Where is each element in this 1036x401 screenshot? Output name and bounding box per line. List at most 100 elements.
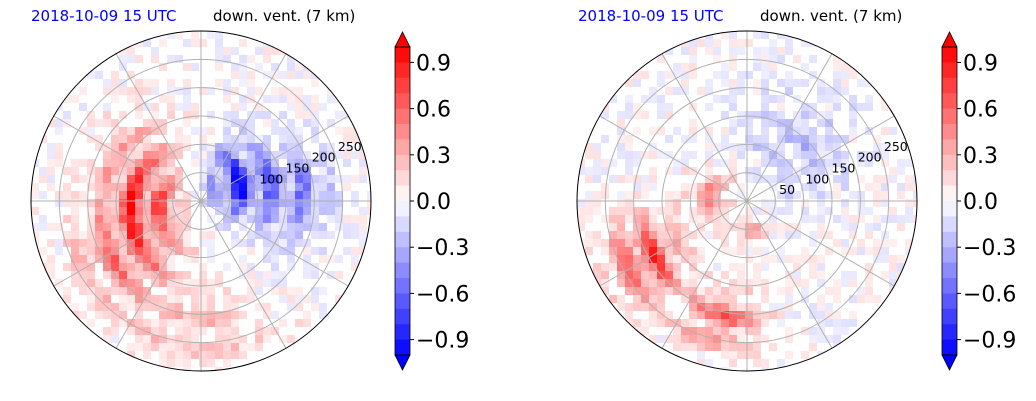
colorbar-band bbox=[942, 154, 957, 171]
heatmap-cell bbox=[673, 271, 681, 279]
heatmap-cell bbox=[737, 239, 745, 247]
grid-spoke bbox=[200, 115, 349, 202]
heatmap-cell bbox=[119, 215, 127, 223]
heatmap-cell bbox=[135, 151, 143, 159]
heatmap-cell bbox=[609, 263, 617, 271]
heatmap-cell bbox=[263, 135, 271, 143]
heatmap-cell bbox=[809, 55, 817, 63]
heatmap-cell bbox=[295, 143, 303, 151]
heatmap-cell bbox=[761, 311, 769, 319]
heatmap-cell bbox=[777, 207, 785, 215]
heatmap-cell bbox=[271, 63, 279, 71]
heatmap-cell bbox=[231, 231, 239, 239]
heatmap-cell bbox=[271, 199, 279, 207]
heatmap-cell bbox=[343, 175, 351, 183]
heatmap-cell bbox=[849, 279, 857, 287]
heatmap-cell bbox=[359, 239, 367, 247]
heatmap-cell bbox=[657, 295, 665, 303]
polar-frame bbox=[576, 30, 918, 372]
heatmap-cell bbox=[857, 207, 865, 215]
heatmap-cell bbox=[817, 135, 825, 143]
heatmap-cell bbox=[135, 263, 143, 271]
heatmap-cell bbox=[279, 135, 287, 143]
heatmap-cell bbox=[143, 223, 151, 231]
colorbar-band bbox=[395, 201, 410, 217]
heatmap-cell bbox=[263, 95, 271, 103]
grid-spoke bbox=[661, 53, 748, 202]
heatmap-cell bbox=[657, 223, 665, 231]
heatmap-cell bbox=[239, 127, 247, 135]
heatmap-cell bbox=[681, 239, 689, 247]
heatmap-cell bbox=[825, 319, 833, 327]
heatmap-cell bbox=[713, 295, 721, 303]
heatmap-cell bbox=[263, 151, 271, 159]
heatmap-cell bbox=[47, 143, 55, 151]
colorbar-band bbox=[942, 93, 957, 110]
heatmap-cell bbox=[103, 247, 111, 255]
heatmap-cell bbox=[697, 39, 705, 47]
heatmap-cell bbox=[303, 319, 311, 327]
heatmap-cell bbox=[753, 319, 761, 327]
heatmap-cell bbox=[127, 223, 135, 231]
grid-spoke bbox=[746, 53, 833, 202]
heatmap-cell bbox=[319, 175, 327, 183]
heatmap-cell bbox=[135, 87, 143, 95]
heatmap-cell bbox=[255, 175, 263, 183]
heatmap-cell bbox=[159, 63, 167, 71]
heatmap-cell bbox=[343, 143, 351, 151]
heatmap-cell bbox=[785, 191, 793, 199]
heatmap-cell bbox=[167, 159, 175, 167]
heatmap-cell bbox=[127, 255, 135, 263]
heatmap-cell bbox=[705, 231, 713, 239]
heatmap-cell bbox=[721, 135, 729, 143]
heatmap-cell bbox=[697, 271, 705, 279]
heatmap-cell bbox=[729, 79, 737, 87]
heatmap-cell bbox=[673, 239, 681, 247]
heatmap-cell bbox=[255, 319, 263, 327]
heatmap-cell bbox=[737, 87, 745, 95]
heatmap-cell bbox=[87, 135, 95, 143]
heatmap-cell bbox=[617, 127, 625, 135]
heatmap-cell bbox=[625, 271, 633, 279]
heatmap-cell bbox=[87, 183, 95, 191]
heatmap-cell bbox=[641, 175, 649, 183]
heatmap-cell bbox=[833, 335, 841, 343]
heatmap-cell bbox=[689, 311, 697, 319]
heatmap-cell bbox=[319, 191, 327, 199]
heatmap-cell bbox=[199, 319, 207, 327]
heatmap-cell bbox=[95, 255, 103, 263]
heatmap-cell bbox=[271, 255, 279, 263]
heatmap-cell bbox=[239, 135, 247, 143]
colorbar-band bbox=[942, 308, 957, 325]
heatmap-cell bbox=[897, 159, 905, 167]
heatmap-cell bbox=[207, 359, 215, 367]
colorbar-band bbox=[395, 339, 410, 356]
heatmap-cell bbox=[167, 287, 175, 295]
heatmap-cell bbox=[47, 167, 55, 175]
heatmap-cell bbox=[247, 151, 255, 159]
heatmap-cell bbox=[239, 175, 247, 183]
heatmap-cell bbox=[705, 103, 713, 111]
heatmap-cell bbox=[151, 255, 159, 263]
heatmap-cell bbox=[673, 71, 681, 79]
heatmap-cell bbox=[889, 215, 897, 223]
heatmap-cell bbox=[857, 239, 865, 247]
heatmap-cell bbox=[825, 303, 833, 311]
heatmap-cell bbox=[641, 215, 649, 223]
heatmap-cell bbox=[119, 111, 127, 119]
heatmap-cell bbox=[865, 263, 873, 271]
heatmap-cell bbox=[633, 183, 641, 191]
heatmap-cell bbox=[881, 183, 889, 191]
heatmap-cell bbox=[817, 295, 825, 303]
radial-tick-label: 100 bbox=[259, 171, 283, 186]
heatmap-cell bbox=[769, 223, 777, 231]
heatmap-cell bbox=[239, 263, 247, 271]
heatmap-cell bbox=[127, 175, 135, 183]
heatmap-cell bbox=[817, 159, 825, 167]
colorbar-band bbox=[942, 47, 957, 63]
heatmap-cell bbox=[873, 215, 881, 223]
heatmap-cell bbox=[681, 63, 689, 71]
heatmap-cell bbox=[175, 343, 183, 351]
heatmap-cell bbox=[769, 215, 777, 223]
heatmap-cell bbox=[215, 343, 223, 351]
